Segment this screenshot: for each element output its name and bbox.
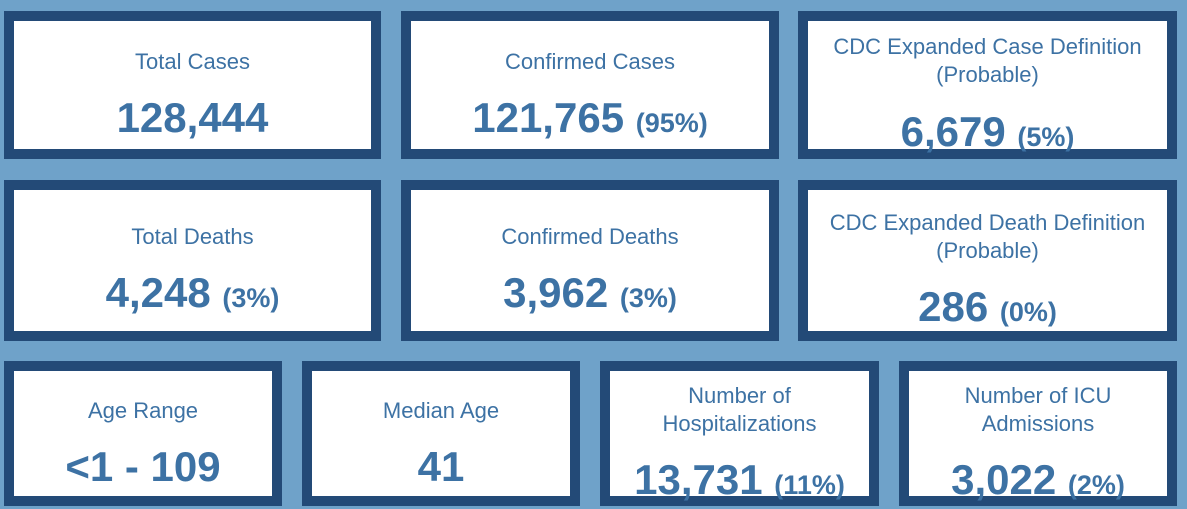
probable-deaths-value-row: 286 (0%) <box>808 283 1167 336</box>
age-range-card: Age Range <1 - 109 <box>4 361 282 506</box>
probable-deaths-card: CDC Expanded Death Definition (Probable)… <box>798 180 1177 341</box>
icu-value: 3,022 <box>951 456 1057 503</box>
probable-cases-label-line1: CDC Expanded Case Definition <box>833 34 1142 59</box>
probable-cases-value-row: 6,679 (5%) <box>808 108 1167 161</box>
median-age-card: Median Age 41 <box>302 361 580 506</box>
total-deaths-card: Total Deaths 4,248 (3%) <box>4 180 381 341</box>
probable-cases-value: 6,679 <box>900 108 1006 155</box>
probable-deaths-label-line1: CDC Expanded Death Definition <box>829 210 1146 235</box>
hospitalizations-pct: (11%) <box>774 470 845 500</box>
confirmed-deaths-value: 3,962 <box>503 269 609 316</box>
probable-cases-card: CDC Expanded Case Definition (Probable) … <box>798 11 1177 159</box>
confirmed-cases-pct: (95%) <box>635 108 708 138</box>
confirmed-cases-card: Confirmed Cases 121,765 (95%) <box>401 11 779 159</box>
icu-value-row: 3,022 (2%) <box>909 456 1167 509</box>
probable-cases-label-line2: (Probable) <box>936 62 1039 87</box>
confirmed-cases-value-row: 121,765 (95%) <box>411 94 769 147</box>
median-age-value: 41 <box>417 443 465 490</box>
probable-deaths-pct: (0%) <box>999 297 1057 327</box>
median-age-label: Median Age <box>382 398 500 423</box>
hospitalizations-value: 13,731 <box>634 456 763 503</box>
total-cases-card: Total Cases 128,444 <box>4 11 381 159</box>
icu-label-line1: Number of ICU <box>964 383 1112 408</box>
confirmed-deaths-card: Confirmed Deaths 3,962 (3%) <box>401 180 779 341</box>
confirmed-cases-value: 121,765 <box>472 94 625 141</box>
confirmed-deaths-value-row: 3,962 (3%) <box>411 269 769 322</box>
age-range-label: Age Range <box>87 398 199 423</box>
total-deaths-pct: (3%) <box>222 283 280 313</box>
hospitalizations-label-line1: Number of <box>688 383 791 408</box>
hospitalizations-card: Number of Hospitalizations 13,731 (11%) <box>600 361 879 506</box>
icu-card: Number of ICU Admissions 3,022 (2%) <box>899 361 1177 506</box>
probable-deaths-label-line2: (Probable) <box>936 238 1039 263</box>
hospitalizations-label-line2: Hospitalizations <box>662 411 817 436</box>
probable-cases-pct: (5%) <box>1017 122 1075 152</box>
total-deaths-label: Total Deaths <box>131 224 254 249</box>
total-deaths-value: 4,248 <box>105 269 211 316</box>
age-range-value: <1 - 109 <box>65 443 221 490</box>
icu-label-line2: Admissions <box>981 411 1095 436</box>
icu-pct: (2%) <box>1067 470 1125 500</box>
hospitalizations-value-row: 13,731 (11%) <box>610 456 869 509</box>
confirmed-cases-label: Confirmed Cases <box>505 49 675 74</box>
total-cases-label: Total Cases <box>135 49 250 74</box>
probable-deaths-value: 286 <box>918 283 989 330</box>
total-deaths-value-row: 4,248 (3%) <box>14 269 371 322</box>
total-cases-value: 128,444 <box>116 94 269 141</box>
confirmed-deaths-pct: (3%) <box>619 283 677 313</box>
confirmed-deaths-label: Confirmed Deaths <box>501 224 679 249</box>
